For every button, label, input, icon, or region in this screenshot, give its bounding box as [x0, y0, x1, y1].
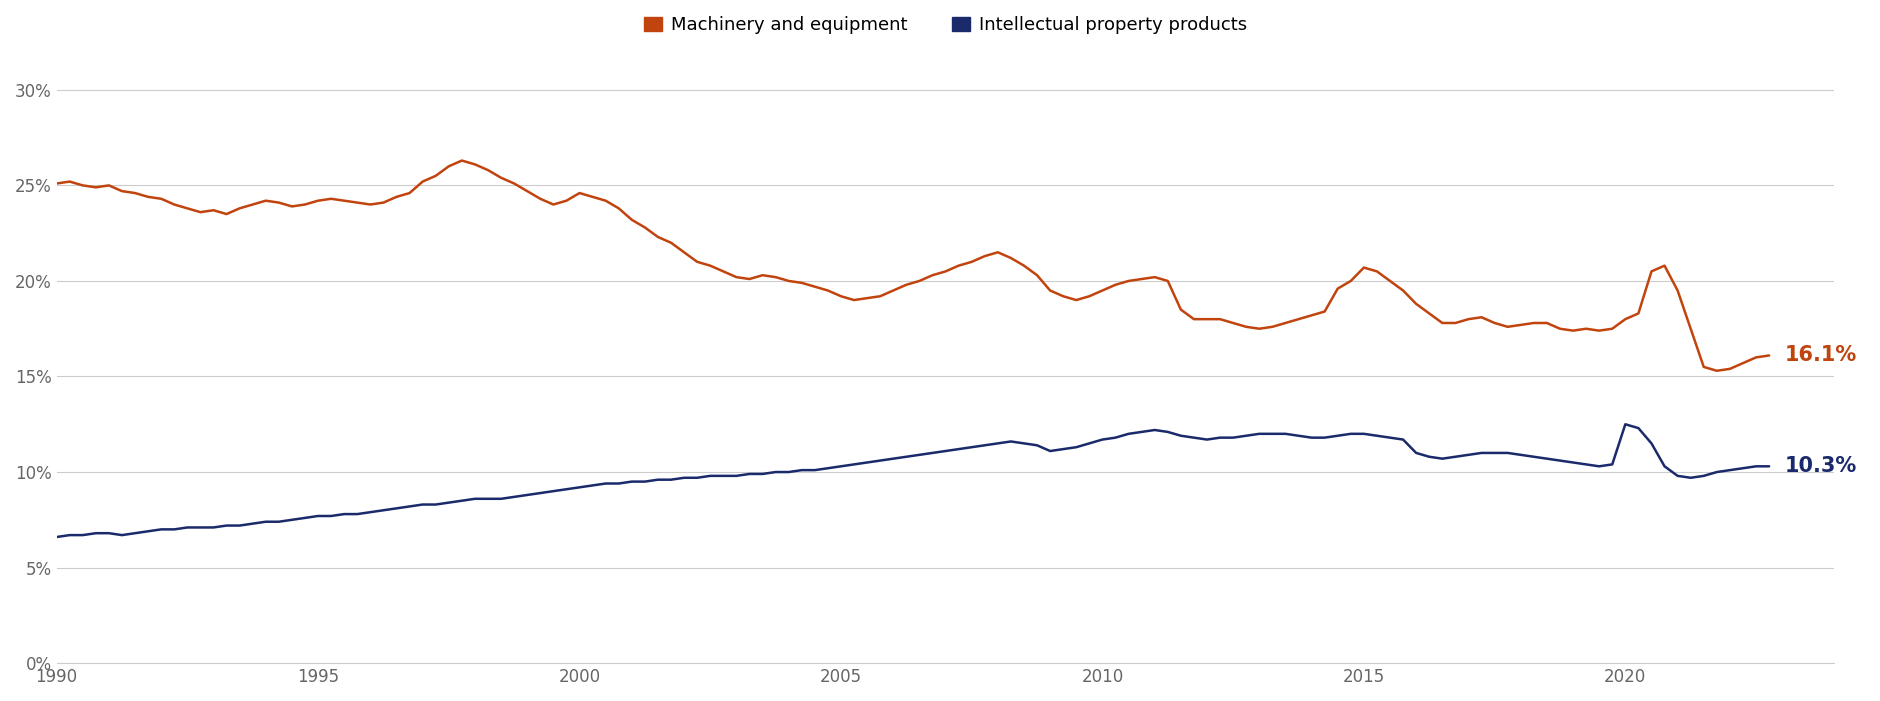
- Text: 10.3%: 10.3%: [1784, 456, 1856, 476]
- Legend: Machinery and equipment, Intellectual property products: Machinery and equipment, Intellectual pr…: [635, 8, 1254, 41]
- Text: 16.1%: 16.1%: [1784, 346, 1856, 365]
